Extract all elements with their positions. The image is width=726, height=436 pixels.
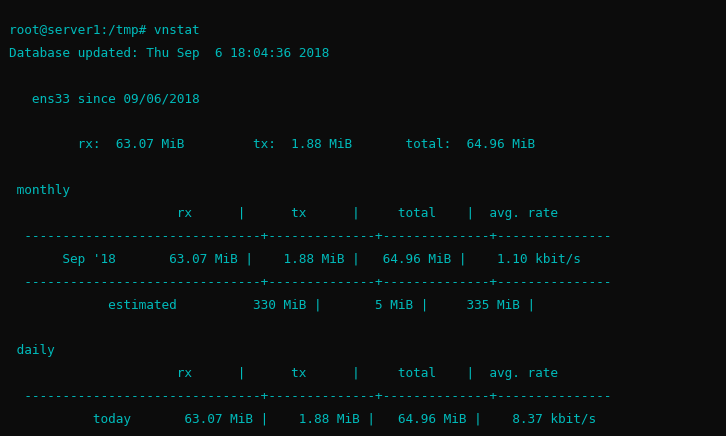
Text: estimated          330 MiB |       5 MiB |     335 MiB |: estimated 330 MiB | 5 MiB | 335 MiB | (9, 299, 536, 312)
Text: rx      |      tx      |     total    |  avg. rate: rx | tx | total | avg. rate (9, 207, 558, 220)
Text: -------------------------------+--------------+--------------+---------------: -------------------------------+--------… (9, 390, 612, 403)
Text: rx      |      tx      |     total    |  avg. rate: rx | tx | total | avg. rate (9, 367, 558, 380)
Text: Database updated: Thu Sep  6 18:04:36 2018: Database updated: Thu Sep 6 18:04:36 201… (9, 47, 330, 60)
Text: today       63.07 MiB |    1.88 MiB |   64.96 MiB |    8.37 kbit/s: today 63.07 MiB | 1.88 MiB | 64.96 MiB |… (9, 413, 597, 426)
Text: -------------------------------+--------------+--------------+---------------: -------------------------------+--------… (9, 230, 612, 243)
Text: rx:  63.07 MiB         tx:  1.88 MiB       total:  64.96 MiB: rx: 63.07 MiB tx: 1.88 MiB total: 64.96 … (9, 139, 536, 151)
Text: monthly: monthly (9, 184, 70, 197)
Text: root@server1:/tmp# vnstat: root@server1:/tmp# vnstat (9, 24, 200, 37)
Text: ens33 since 09/06/2018: ens33 since 09/06/2018 (9, 93, 200, 106)
Text: daily: daily (9, 344, 55, 358)
Text: -------------------------------+--------------+--------------+---------------: -------------------------------+--------… (9, 276, 612, 289)
Text: Sep '18       63.07 MiB |    1.88 MiB |   64.96 MiB |    1.10 kbit/s: Sep '18 63.07 MiB | 1.88 MiB | 64.96 MiB… (9, 253, 582, 266)
